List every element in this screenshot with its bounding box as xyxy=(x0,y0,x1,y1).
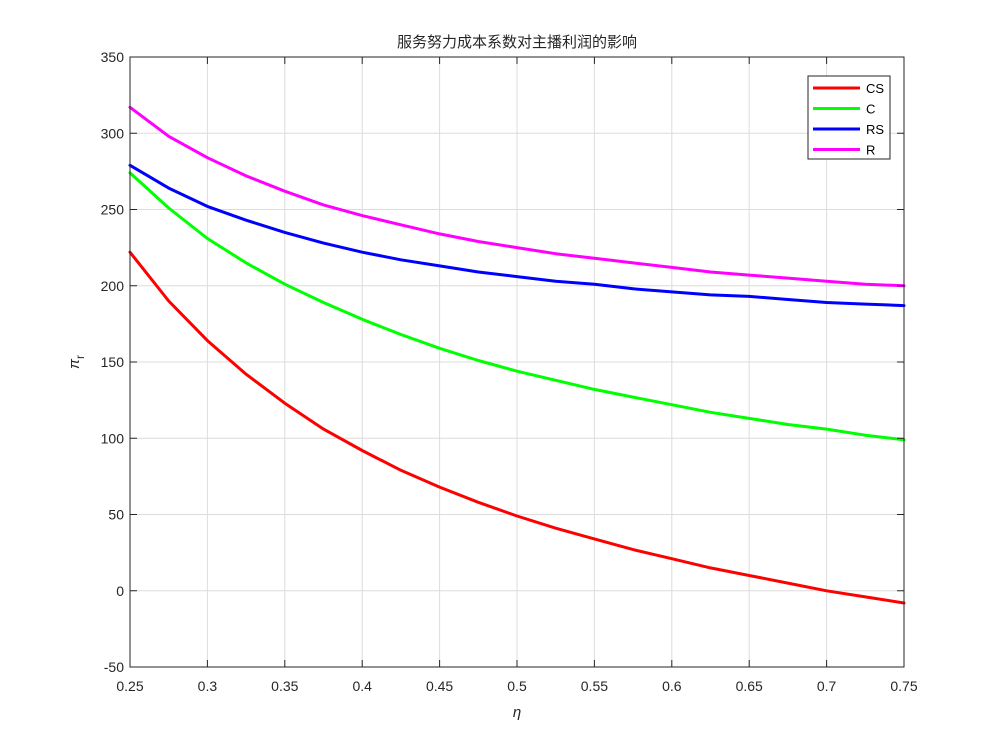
y-tick-label: 300 xyxy=(101,125,125,141)
y-tick-label: 350 xyxy=(101,49,125,65)
legend-item-cs: CS xyxy=(813,81,884,96)
legend: CS C RS R xyxy=(807,75,891,160)
legend-label: RS xyxy=(866,122,884,137)
y-axis-label-main: πr xyxy=(66,355,87,369)
x-tick-label: 0.4 xyxy=(352,678,372,694)
legend-label: R xyxy=(866,143,875,158)
y-tick-label: 200 xyxy=(101,278,125,294)
x-tick-label: 0.75 xyxy=(890,678,917,694)
legend-item-c: C xyxy=(813,102,875,117)
x-tick-label: 0.5 xyxy=(507,678,527,694)
y-tick-label: 150 xyxy=(101,354,125,370)
x-tick-label: 0.3 xyxy=(198,678,218,694)
x-tick-label: 0.25 xyxy=(116,678,143,694)
series-line-r xyxy=(128,105,906,288)
x-tick-label: 0.45 xyxy=(426,678,453,694)
y-tick-labels: -50 0 50 100 150 200 250 300 350 xyxy=(101,49,125,675)
y-axis-label-subscript: r xyxy=(73,355,87,359)
x-axis-label: η xyxy=(513,704,521,721)
ticks xyxy=(129,56,905,668)
legend-item-rs: RS xyxy=(813,122,884,137)
y-axis-label: πr xyxy=(66,355,87,369)
series-line-c xyxy=(128,171,906,442)
x-tick-labels: 0.25 0.3 0.35 0.4 0.45 0.5 0.55 0.6 0.65 0.7 0.75 xyxy=(116,678,917,694)
y-tick-label: 50 xyxy=(108,507,124,523)
legend-box xyxy=(807,75,891,160)
y-tick-label: 100 xyxy=(101,430,125,446)
x-tick-label: 0.7 xyxy=(817,678,837,694)
x-tick-label: 0.35 xyxy=(271,678,298,694)
y-tick-label: 250 xyxy=(101,202,125,218)
legend-item-r: R xyxy=(813,143,875,158)
series-line-cs xyxy=(128,250,906,605)
x-tick-label: 0.6 xyxy=(662,678,682,694)
legend-label: CS xyxy=(866,81,884,96)
series-layer xyxy=(128,105,906,605)
y-axis-label-symbol: π xyxy=(66,358,83,369)
x-tick-label: 0.65 xyxy=(736,678,763,694)
x-tick-label: 0.55 xyxy=(581,678,608,694)
y-tick-label: 0 xyxy=(116,583,124,599)
legend-label: C xyxy=(866,102,875,117)
chart-title: 服务努力成本系数对主播利润的影响 xyxy=(397,34,637,51)
series-line-rs xyxy=(128,163,906,308)
y-tick-label: -50 xyxy=(104,659,124,675)
